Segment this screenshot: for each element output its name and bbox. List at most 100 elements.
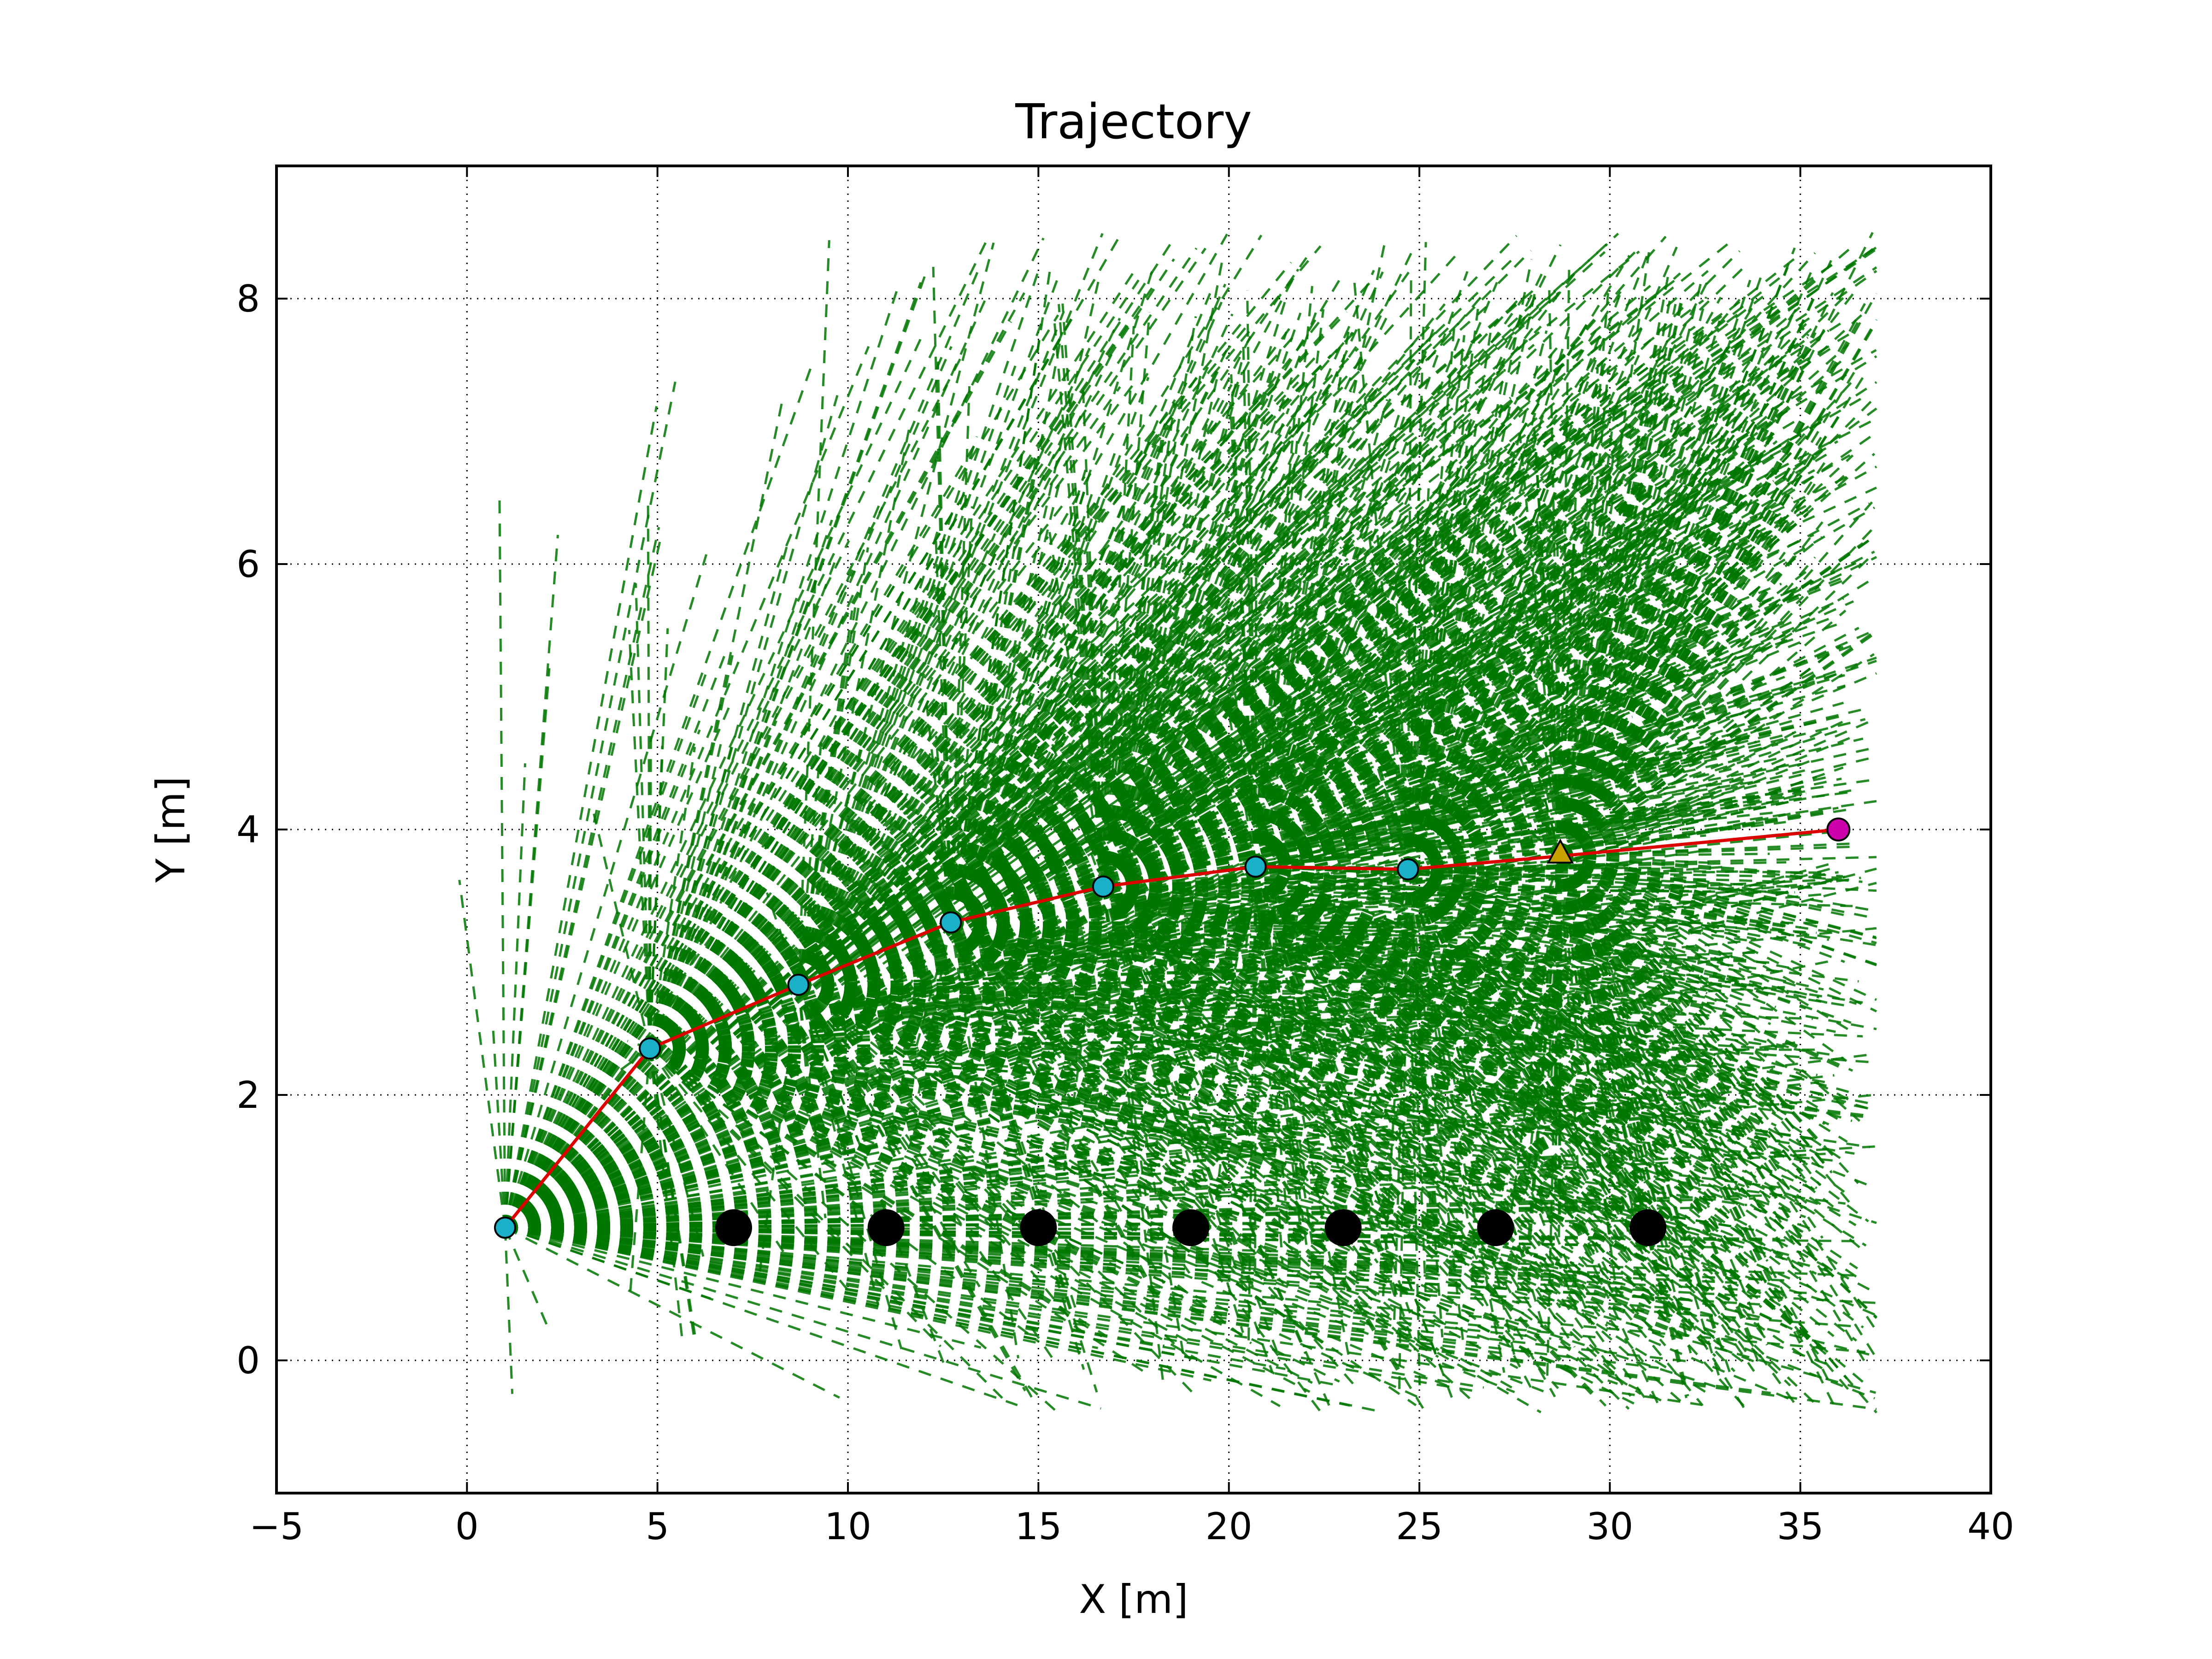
particle-ray: [951, 899, 1558, 924]
particle-ray: [504, 907, 1170, 1229]
particle-ray: [1254, 548, 1446, 867]
particle-ray: [1510, 815, 1561, 857]
particle-ray: [950, 921, 1877, 1317]
particle-ray: [1559, 442, 1753, 857]
particle-ray: [1559, 645, 1842, 857]
particle-ray: [649, 1047, 1472, 1281]
particle-ray: [797, 240, 830, 985]
particle-ray: [1406, 534, 1451, 870]
particle-ray: [1103, 885, 1863, 1004]
particle-ray: [1255, 713, 1712, 868]
particle-ray: [798, 983, 1532, 1041]
particle-ray: [1254, 865, 1791, 1387]
particle-ray: [505, 1226, 1694, 1363]
particle-ray: [1407, 868, 1852, 1102]
particle-ray: [950, 414, 1388, 924]
particle-ray: [1061, 303, 1105, 887]
particle-ray: [505, 1170, 1144, 1229]
particle-ray: [951, 905, 1205, 924]
particle-ray: [504, 540, 850, 1229]
particle-ray: [1407, 868, 1718, 1151]
particle-ray: [949, 614, 1012, 923]
x-tick-label: 5: [646, 1505, 669, 1548]
particle-ray: [798, 983, 1395, 1265]
x-tick-label: 30: [1586, 1505, 1633, 1548]
particle-ray: [1102, 316, 1197, 887]
particle-ray: [1407, 800, 1877, 871]
particle-ray: [1526, 856, 1562, 1254]
particle-ray: [1407, 565, 1664, 871]
particle-ray: [1102, 271, 1384, 887]
particle-ray: [648, 282, 922, 1049]
particle-ray: [797, 600, 858, 985]
particle-ray: [1407, 868, 1877, 947]
particle-ray: [1407, 534, 1877, 871]
particle-ray: [1255, 865, 1598, 1029]
particle-ray: [648, 746, 664, 1049]
particle-ray: [649, 536, 1049, 1049]
particle-ray: [1407, 868, 1577, 986]
particle-ray: [1560, 796, 1734, 857]
particle-ray: [1406, 869, 1506, 1373]
particle-ray: [1254, 866, 1417, 1351]
particle-ray: [505, 1226, 1474, 1259]
particle-ray: [950, 921, 1038, 993]
particle-ray: [1375, 760, 1409, 870]
particle-ray: [1406, 506, 1498, 870]
particle-ray: [505, 1226, 1101, 1410]
particle-ray: [504, 555, 1512, 1229]
y-tick-label: 4: [236, 808, 260, 851]
particle-ray: [1560, 855, 1877, 966]
particle-ray: [797, 280, 1059, 985]
particle-ray: [1559, 536, 1773, 857]
particle-ray: [505, 1226, 1422, 1265]
particle-ray: [1254, 509, 1342, 867]
particle-ray: [797, 311, 1065, 985]
particle-ray: [1406, 500, 1571, 870]
particle-ray: [949, 922, 1020, 1359]
particle-ray: [1254, 866, 1308, 1247]
particle-ray: [1407, 869, 1672, 1331]
particle-ray: [1407, 868, 1789, 1117]
particle-ray: [1407, 680, 1568, 871]
particle-ray: [797, 233, 1228, 986]
particle-ray: [950, 921, 1697, 1253]
particle-ray: [1254, 778, 1261, 867]
landmark-point: [1477, 1209, 1514, 1246]
particle-ray: [1102, 347, 1559, 888]
particle-ray: [950, 922, 1165, 1284]
particle-ray: [1546, 856, 1562, 1379]
particle-ray: [1559, 399, 1818, 857]
particle-ray: [1255, 865, 1748, 942]
x-tick-label: 25: [1396, 1505, 1443, 1548]
particle-ray: [1254, 866, 1576, 1348]
particle-ray: [1512, 521, 1562, 856]
particle-ray: [950, 526, 1258, 924]
particle-ray: [1102, 886, 1400, 1201]
particle-ray: [917, 922, 952, 1099]
particle-ray: [1406, 279, 1412, 870]
pose-marker: [787, 973, 810, 996]
particle-ray: [1407, 868, 1848, 1380]
particle-ray: [949, 386, 971, 923]
particle-ray: [1560, 809, 1834, 858]
particle-ray: [950, 473, 1326, 924]
particle-ray: [1406, 353, 1553, 870]
particle-ray: [1254, 309, 1325, 867]
particle-ray: [950, 921, 1718, 1128]
particle-ray: [1559, 708, 1770, 857]
particle-ray: [491, 1023, 506, 1228]
particle-ray: [649, 347, 1765, 1050]
particle-ray: [1254, 542, 1350, 867]
particle-ray: [1559, 855, 1726, 938]
particle-ray: [1406, 248, 1651, 870]
particle-ray: [1102, 886, 1365, 1262]
particle-ray: [951, 903, 1181, 924]
particle-ray: [950, 619, 1748, 924]
particle-ray: [1407, 868, 1581, 1108]
particle-ray: [1406, 869, 1437, 1230]
particle-ray: [1407, 868, 1877, 1318]
particle-ray: [798, 983, 1293, 1151]
particle-ray: [950, 921, 1346, 1288]
particle-ray: [950, 921, 1451, 1330]
